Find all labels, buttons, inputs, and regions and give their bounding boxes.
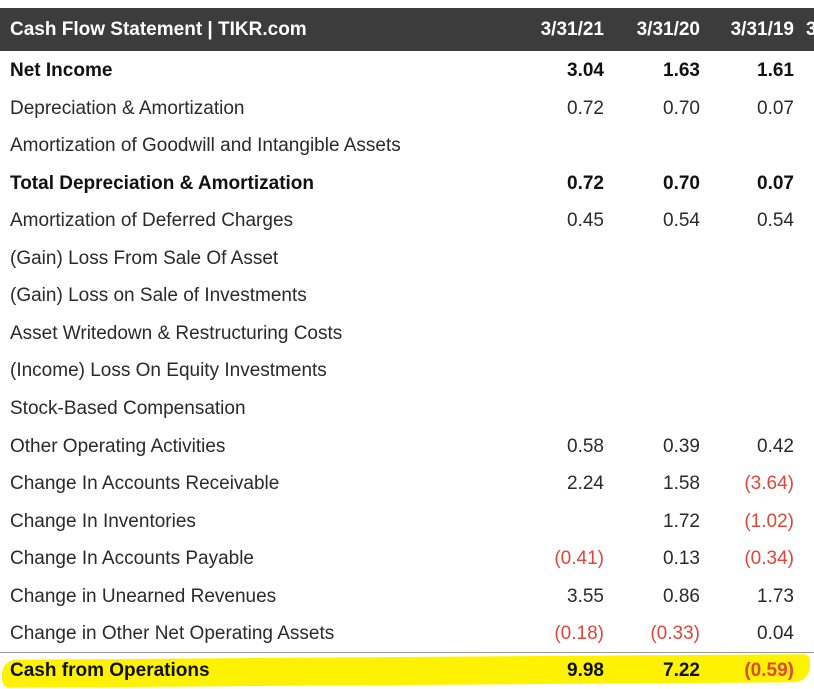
row-label: Net Income [10, 60, 113, 81]
row-value-2021: 3.04 [567, 60, 604, 81]
row-value-2021: (0.41) [554, 548, 604, 570]
table-row-cash-from-operations: Cash from Operations 9.98 7.22 (0.59) [0, 652, 814, 689]
table-row: (Gain) Loss on Sale of Investments [0, 277, 814, 314]
column-header-2020[interactable]: 3/31/20 [636, 19, 700, 40]
column-header-2019[interactable]: 3/31/19 [730, 19, 794, 40]
table-row: Stock-Based Compensation [0, 390, 814, 427]
table-row: Depreciation & Amortization 0.72 0.70 0.07 [0, 90, 814, 127]
table-row: Change in Unearned Revenues 3.55 0.86 1.73 [0, 578, 814, 615]
row-value-2019: 0.04 [757, 623, 794, 645]
table-row: Total Depreciation & Amortization 0.72 0.7… [0, 165, 814, 202]
row-value-2019: 0.54 [757, 210, 794, 232]
table-row: Other Operating Activities 0.58 0.39 0.42 [0, 428, 814, 465]
row-value-2020: 1.58 [663, 473, 700, 495]
row-label: Depreciation & Amortization [10, 97, 245, 119]
row-value-2020: 0.70 [663, 172, 700, 194]
table-row: Change in Other Net Operating Assets (0.1… [0, 615, 814, 652]
row-label: Other Operating Activities [10, 435, 226, 457]
row-value-2019: 1.61 [757, 60, 794, 81]
row-value-2021: 0.72 [567, 97, 604, 119]
row-value-2019: (0.59) [744, 660, 794, 681]
row-label: Stock-Based Compensation [10, 397, 246, 419]
row-value-2020: 0.54 [663, 210, 700, 232]
row-value-2019: (3.64) [744, 473, 794, 495]
row-label: Cash from Operations [10, 660, 210, 681]
row-value-2019: 1.73 [757, 585, 794, 607]
row-value-2020: 0.13 [663, 548, 700, 570]
row-label: (Gain) Loss on Sale of Investments [10, 285, 307, 307]
row-label: (Income) Loss On Equity Investments [10, 360, 327, 382]
row-label: Change In Accounts Payable [10, 548, 255, 570]
table-row: (Income) Loss On Equity Investments [0, 352, 814, 389]
row-label: Change In Accounts Receivable [10, 473, 280, 495]
row-value-2020: 1.63 [663, 60, 700, 81]
row-value-2020: 1.72 [663, 510, 700, 532]
row-value-2019: 0.07 [757, 172, 794, 194]
row-value-2020: 0.70 [663, 97, 700, 119]
table-row: Amortization of Deferred Charges 0.45 0.54… [0, 202, 814, 239]
row-label: Change in Unearned Revenues [10, 585, 277, 607]
row-value-2020: (0.33) [650, 623, 700, 645]
row-value-2021: (0.18) [554, 623, 604, 645]
table-row: Net Income 3.04 1.63 1.61 [0, 52, 814, 89]
column-header-clipped[interactable]: 3 [806, 19, 814, 40]
row-value-2020: 0.39 [663, 435, 700, 457]
row-label: (Gain) Loss From Sale Of Asset [10, 247, 279, 269]
table-row: Amortization of Goodwill and Intangible … [0, 127, 814, 164]
row-value-2019: (0.34) [744, 548, 794, 570]
table-row: Change In Accounts Payable (0.41) 0.13 (0.3… [0, 540, 814, 577]
row-value-2020: 0.86 [663, 585, 700, 607]
table-row: Change In Inventories 1.72 (1.02) [0, 503, 814, 540]
row-label: Asset Writedown & Restructuring Costs [10, 322, 343, 344]
row-label: Amortization of Goodwill and Intangible … [10, 135, 401, 157]
row-value-2019: 0.42 [757, 435, 794, 457]
column-header-2021[interactable]: 3/31/21 [540, 19, 604, 40]
total-divider [0, 652, 814, 653]
statement-title: Cash Flow Statement | TIKR.com [10, 19, 307, 40]
row-label: Change in Other Net Operating Assets [10, 623, 335, 645]
row-value-2021: 0.58 [567, 435, 604, 457]
row-value-2021: 2.24 [567, 473, 604, 495]
row-label: Amortization of Deferred Charges [10, 210, 294, 232]
row-value-2021: 0.45 [567, 210, 604, 232]
row-label: Change In Inventories [10, 510, 196, 532]
table-header: Cash Flow Statement | TIKR.com 3/31/21 3… [0, 8, 814, 51]
row-value-2021: 9.98 [567, 660, 604, 681]
row-value-2020: 7.22 [663, 660, 700, 681]
row-value-2019: 0.07 [757, 97, 794, 119]
row-value-2021: 3.55 [567, 585, 604, 607]
table-row: Change In Accounts Receivable 2.24 1.58 (3.… [0, 465, 814, 502]
row-value-2021: 0.72 [567, 172, 604, 194]
table-row: (Gain) Loss From Sale Of Asset [0, 240, 814, 277]
table-row: Asset Writedown & Restructuring Costs [0, 315, 814, 352]
row-value-2019: (1.02) [744, 510, 794, 532]
row-label: Total Depreciation & Amortization [10, 172, 315, 194]
